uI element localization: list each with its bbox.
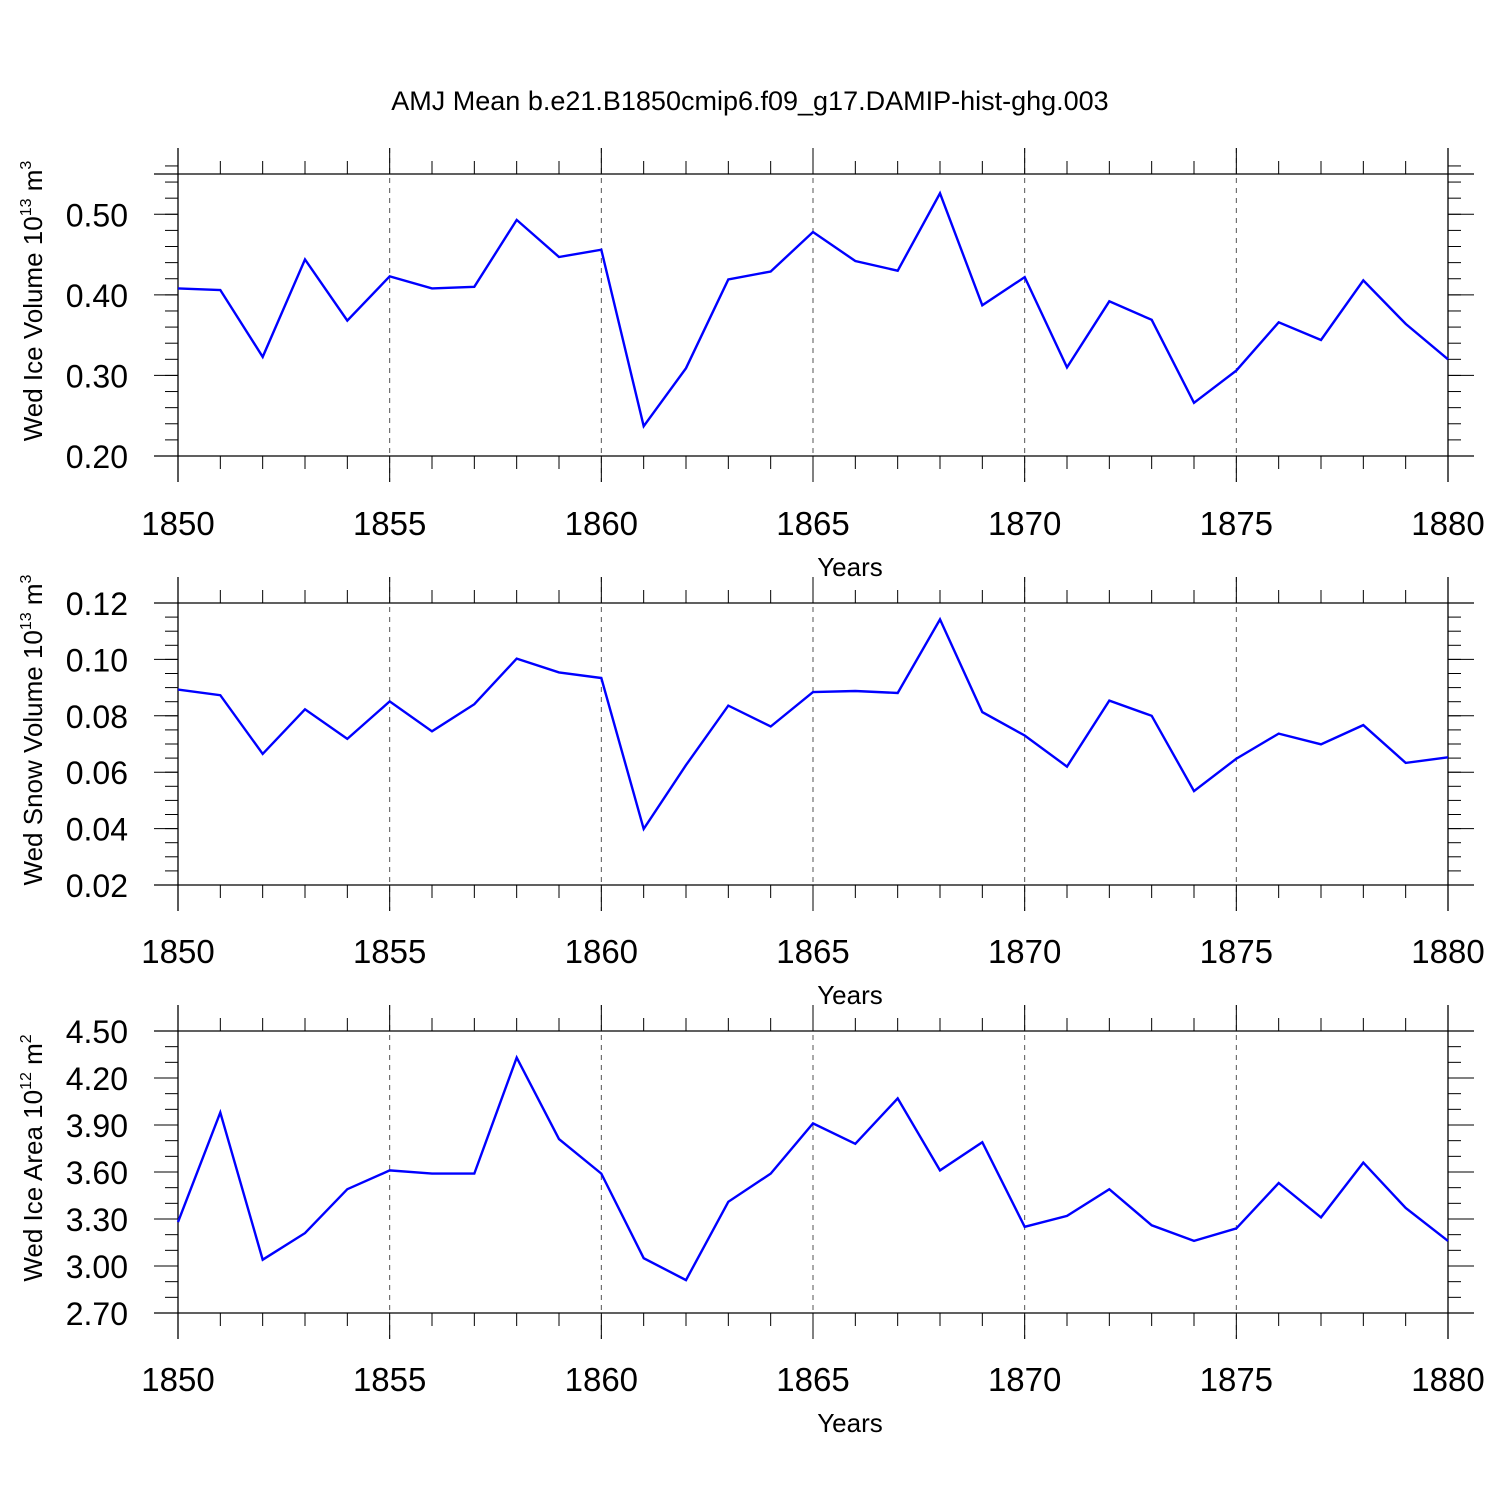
y-tick-label: 0.02: [66, 868, 128, 904]
y-axis-label-exponent: 13: [18, 198, 35, 216]
x-tick-label: 1865: [776, 933, 849, 970]
figure-title: AMJ Mean b.e21.B1850cmip6.f09_g17.DAMIP-…: [391, 86, 1108, 116]
panels: 1850 1855 1860 1865 1870 1875 1880 0.20 0.30 0.40…: [18, 148, 1485, 1438]
y-tick-label: 3.00: [66, 1249, 128, 1285]
x-tick-label: 1870: [988, 933, 1061, 970]
series-line-wed-ice-volume: [177, 190, 1449, 430]
panel-3: 1850 1855 1860 1865 1870 1875 1880 2.70 3.00 3.30…: [18, 1005, 1485, 1438]
y-axis-label-unit: m: [18, 170, 48, 199]
y-axis-label-unit: m: [18, 1043, 48, 1072]
x-tick-label: 1855: [353, 505, 426, 542]
panel-2: 1850 1855 1860 1865 1870 1875 1880 0.02 0.04 0.06…: [18, 574, 1485, 1010]
x-tick-label: 1875: [1200, 1361, 1273, 1398]
y-tick-label: 3.60: [66, 1155, 128, 1191]
y-tick-label: 0.08: [66, 699, 128, 735]
x-axis-label: Years: [817, 1408, 883, 1438]
y-axis-label-exponent: 12: [18, 1072, 35, 1090]
x-tick-label: 1870: [988, 505, 1061, 542]
x-tick-label: 1855: [353, 1361, 426, 1398]
x-tick-label: 1880: [1411, 1361, 1484, 1398]
x-tick-label: 1875: [1200, 933, 1273, 970]
y-axis-label: Wed Ice Volume 1013 m3: [18, 161, 48, 442]
x-tick-label: 1865: [776, 505, 849, 542]
y-tick-label: 2.70: [66, 1296, 128, 1332]
y-tick-label: 0.40: [66, 278, 128, 314]
y-axis-label-base: Wed Snow Volume 10: [18, 630, 48, 885]
x-tick-label: 1850: [141, 933, 214, 970]
y-tick-label: 0.30: [66, 358, 128, 394]
x-axis-label: Years: [817, 552, 883, 582]
y-tick-label: 0.50: [66, 197, 128, 233]
series-line-wed-ice-area: [176, 1054, 1449, 1282]
x-tick-label: 1865: [776, 1361, 849, 1398]
x-tick-label: 1860: [565, 505, 638, 542]
y-tick-label: 4.50: [66, 1014, 128, 1050]
y-axis-label-unit-exponent: 3: [18, 574, 35, 583]
y-tick-label: 0.12: [66, 586, 128, 622]
y-tick-label: 0.20: [66, 439, 128, 475]
y-axis-label-unit-exponent: 2: [18, 1034, 35, 1043]
y-axis-label: Wed Snow Volume 1013 m3: [18, 574, 48, 885]
x-tick-label: 1850: [141, 505, 214, 542]
y-axis-label-base: Wed Ice Area 10: [18, 1090, 48, 1282]
y-tick-label: 3.90: [66, 1108, 128, 1144]
x-axis-label: Years: [817, 980, 883, 1010]
y-axis-label-exponent: 13: [18, 612, 35, 630]
x-tick-label: 1850: [141, 1361, 214, 1398]
x-tick-label: 1860: [565, 933, 638, 970]
panel-1: 1850 1855 1860 1865 1870 1875 1880 0.20 0.30 0.40…: [18, 148, 1485, 582]
y-axis-label-base: Wed Ice Volume 10: [18, 216, 48, 441]
x-tick-label: 1855: [353, 933, 426, 970]
y-tick-label: 4.20: [66, 1061, 128, 1097]
y-tick-label: 0.04: [66, 812, 128, 848]
x-tick-label: 1870: [988, 1361, 1061, 1398]
y-axis-label-unit: m: [18, 583, 48, 612]
x-tick-label: 1875: [1200, 505, 1273, 542]
y-tick-label: 0.10: [66, 642, 128, 678]
y-tick-label: 3.30: [66, 1202, 128, 1238]
y-axis-label: Wed Ice Area 1012 m2: [18, 1034, 48, 1281]
x-tick-label: 1880: [1411, 505, 1484, 542]
y-tick-label: 0.06: [66, 755, 128, 791]
y-axis-label-unit-exponent: 3: [18, 161, 35, 170]
x-tick-label: 1860: [565, 1361, 638, 1398]
x-tick-label: 1880: [1411, 933, 1484, 970]
series-line-wed-snow-volume: [177, 616, 1449, 832]
